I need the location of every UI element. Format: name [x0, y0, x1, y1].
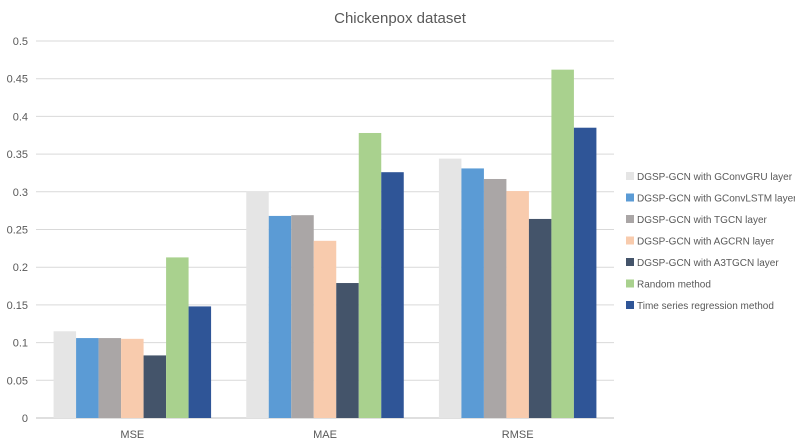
legend-swatch	[626, 258, 634, 266]
x-tick-label: MAE	[313, 429, 337, 441]
y-tick-label: 0.4	[13, 111, 28, 123]
bar-mae-series-2	[268, 215, 292, 418]
legend-swatch	[626, 279, 634, 288]
legend-label: DGSP-GCN with AGCRN layer	[637, 237, 775, 248]
x-tick-label: RMSE	[502, 429, 534, 441]
legend-label: DGSP-GCN with TGCN layer	[637, 215, 768, 226]
y-tick-label: 0.45	[7, 74, 28, 86]
legend-swatch	[626, 301, 634, 309]
bar-mae-series-3	[291, 215, 314, 418]
bar-mae-series-7	[381, 172, 404, 418]
legend-swatch	[626, 172, 634, 180]
bar-mse-series-6	[166, 257, 189, 418]
legend-label: DGSP-GCN with A3TGCN layer	[637, 258, 779, 269]
y-tick-label: 0.2	[13, 262, 28, 274]
bar-mae-series-4	[313, 240, 337, 418]
y-tick-label: 0.25	[7, 225, 28, 237]
y-tick-label: 0.3	[13, 187, 28, 199]
bar-mse-series-4	[121, 338, 144, 418]
bar-rmse-series-3	[483, 178, 507, 418]
bar-mse-series-7	[188, 306, 212, 418]
x-tick-label: MSE	[120, 429, 144, 441]
y-tick-label: 0.1	[13, 338, 28, 350]
bar-mse-series-5	[143, 355, 167, 418]
y-tick-label: 0.15	[7, 300, 28, 312]
bar-rmse-series-5	[528, 218, 552, 418]
bar-rmse-series-4	[506, 191, 529, 418]
legend-swatch	[626, 236, 634, 245]
legend-label: Time series regression method	[637, 301, 774, 312]
bar-mae-series-5	[336, 283, 359, 418]
bar-mae-series-1	[246, 191, 269, 418]
bar-rmse-series-1	[438, 158, 462, 418]
legend: DGSP-GCN with GConvGRU layer DGSP-GCN wit…	[626, 172, 795, 312]
y-tick-label: 0.5	[13, 36, 28, 48]
y-tick-label: 0.35	[7, 149, 28, 161]
legend-label: Random method	[637, 280, 711, 291]
bar-mse-series-3	[98, 338, 122, 418]
bar-rmse-series-2	[461, 168, 484, 418]
bar-mse-series-2	[76, 338, 99, 418]
y-tick-label: 0.05	[7, 375, 28, 387]
bar-mae-series-6	[358, 132, 382, 418]
legend-label: DGSP-GCN with GConvGRU layer	[637, 172, 793, 183]
y-tick-label: 0	[22, 413, 28, 425]
x-axis-ticks: MSE MAE RMSE	[120, 429, 533, 441]
bar-mse-series-1	[53, 331, 77, 418]
legend-swatch	[626, 193, 634, 202]
chart-title: Chickenpox dataset	[334, 10, 467, 27]
y-axis-ticks: 0 0.05 0.1 0.15 0.2 0.25 0.3 0.35 0.4 0.45 0.5	[7, 36, 28, 425]
legend-label: DGSP-GCN with GConvLSTM layer	[637, 194, 795, 205]
legend-swatch	[626, 215, 634, 223]
bars	[53, 69, 597, 419]
bar-rmse-series-7	[573, 127, 597, 419]
bar-rmse-series-6	[551, 69, 574, 418]
